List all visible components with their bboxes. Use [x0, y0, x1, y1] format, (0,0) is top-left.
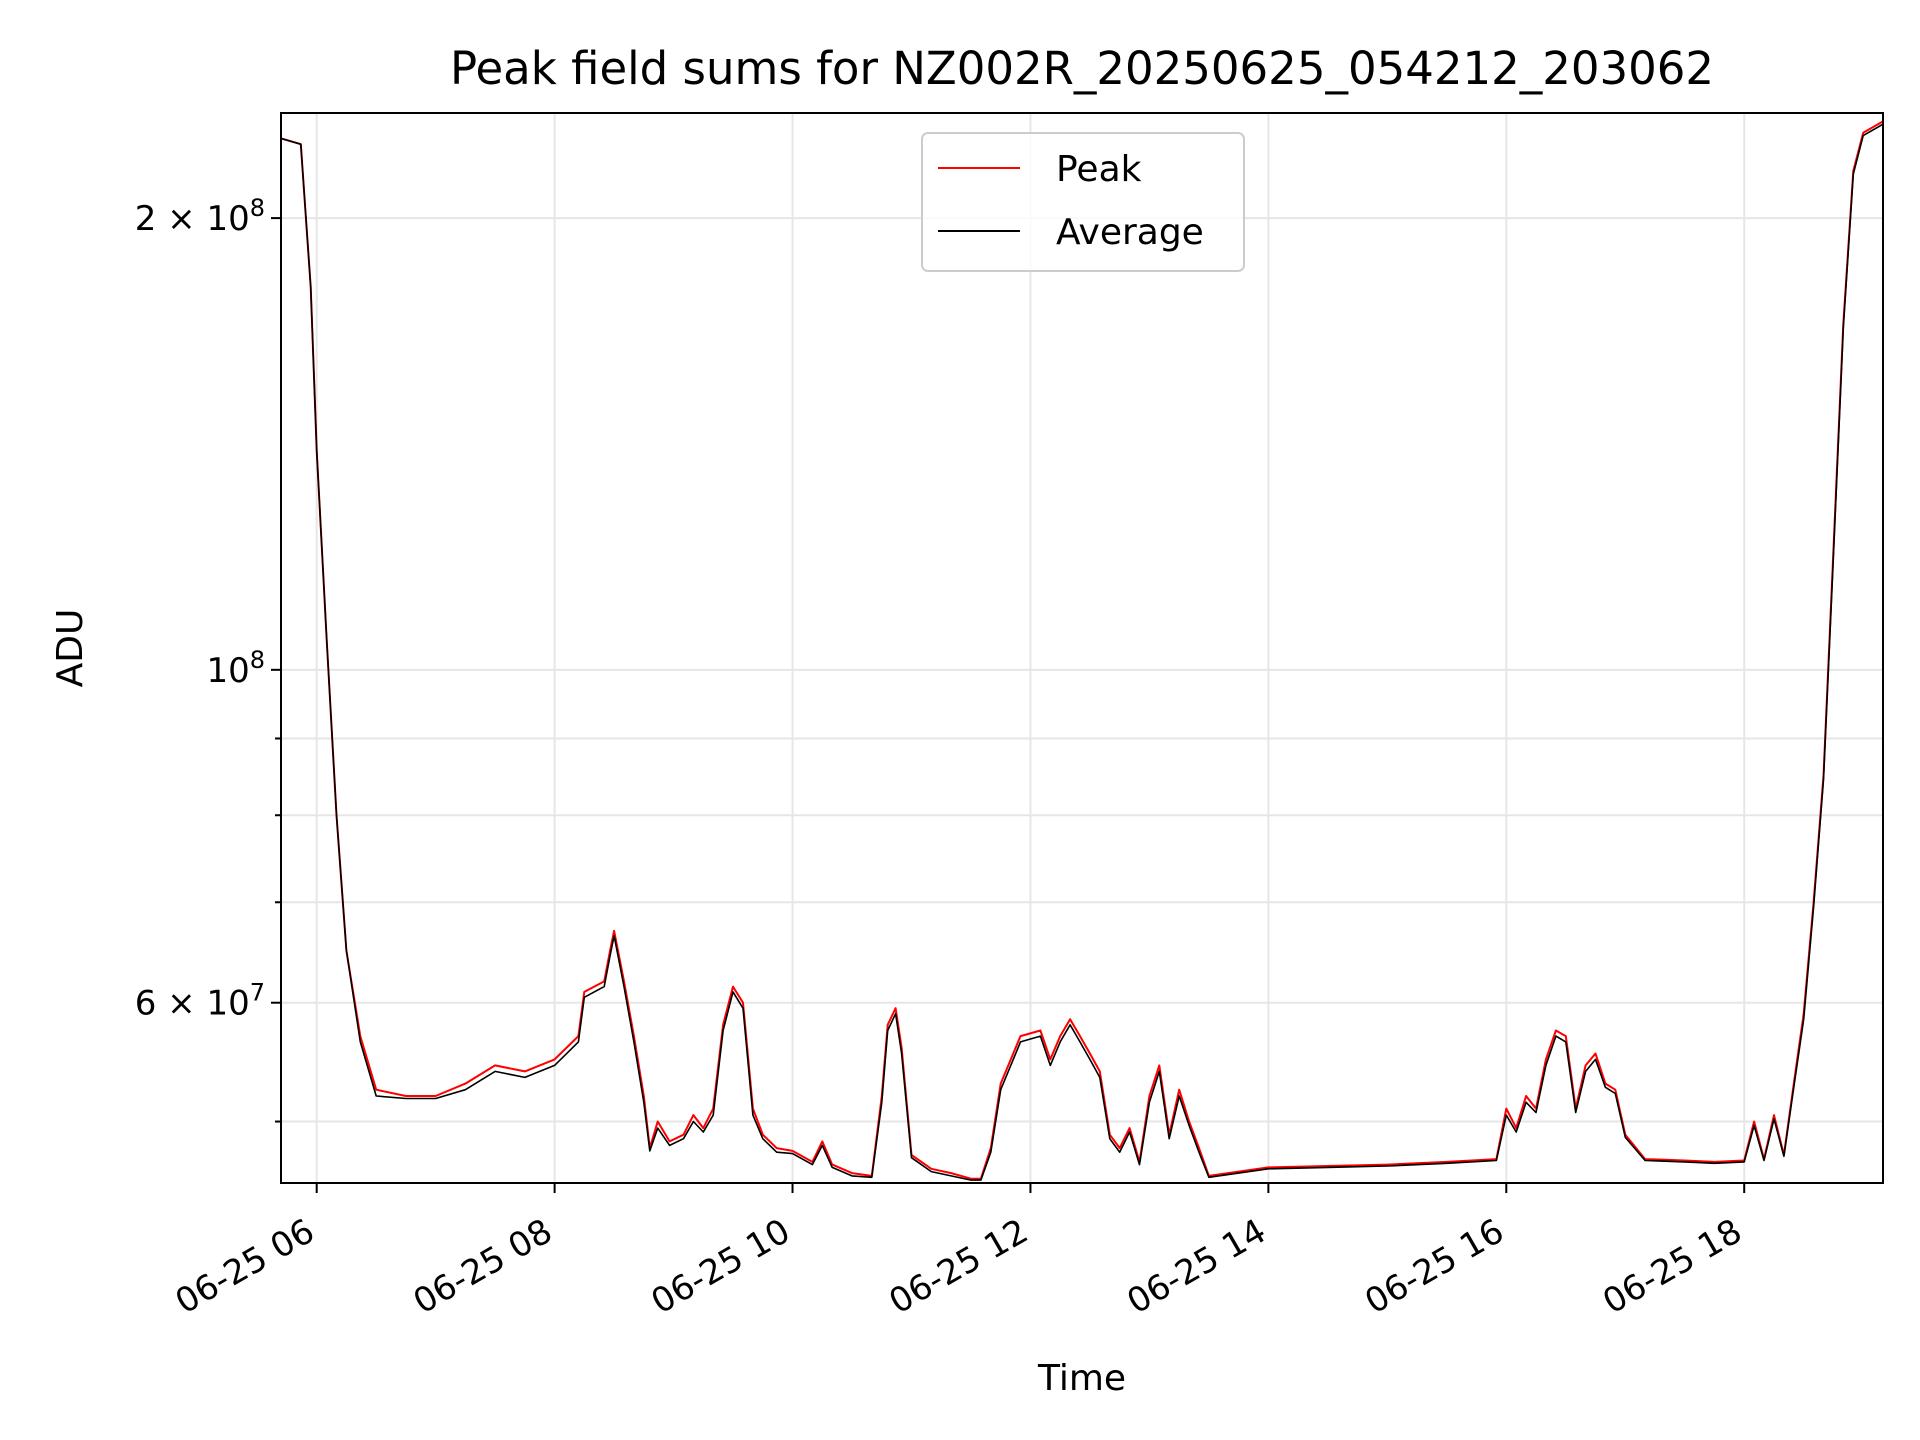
y-axis-label: ADU [50, 609, 91, 688]
y-tick-label: 108 [206, 646, 265, 691]
y-tick-label: 6 × 107 [135, 979, 265, 1024]
series-line-average [280, 123, 1884, 1181]
series-line-peak [280, 120, 1884, 1180]
y-tick-label: 2 × 108 [135, 194, 265, 239]
legend-average-label: Average [1056, 212, 1204, 253]
chart-title: Peak field sums for NZ002R_20250625_0542… [450, 42, 1714, 95]
legend: Peak Average [921, 132, 1245, 272]
x-axis-label: Time [1037, 1358, 1126, 1399]
plot-frame [280, 112, 1884, 1184]
y-axis: 2 × 108 108 6 × 107 [135, 194, 281, 1123]
legend-peak-label: Peak [1056, 149, 1142, 190]
grid [281, 113, 1883, 1183]
series-layer [280, 120, 1884, 1181]
